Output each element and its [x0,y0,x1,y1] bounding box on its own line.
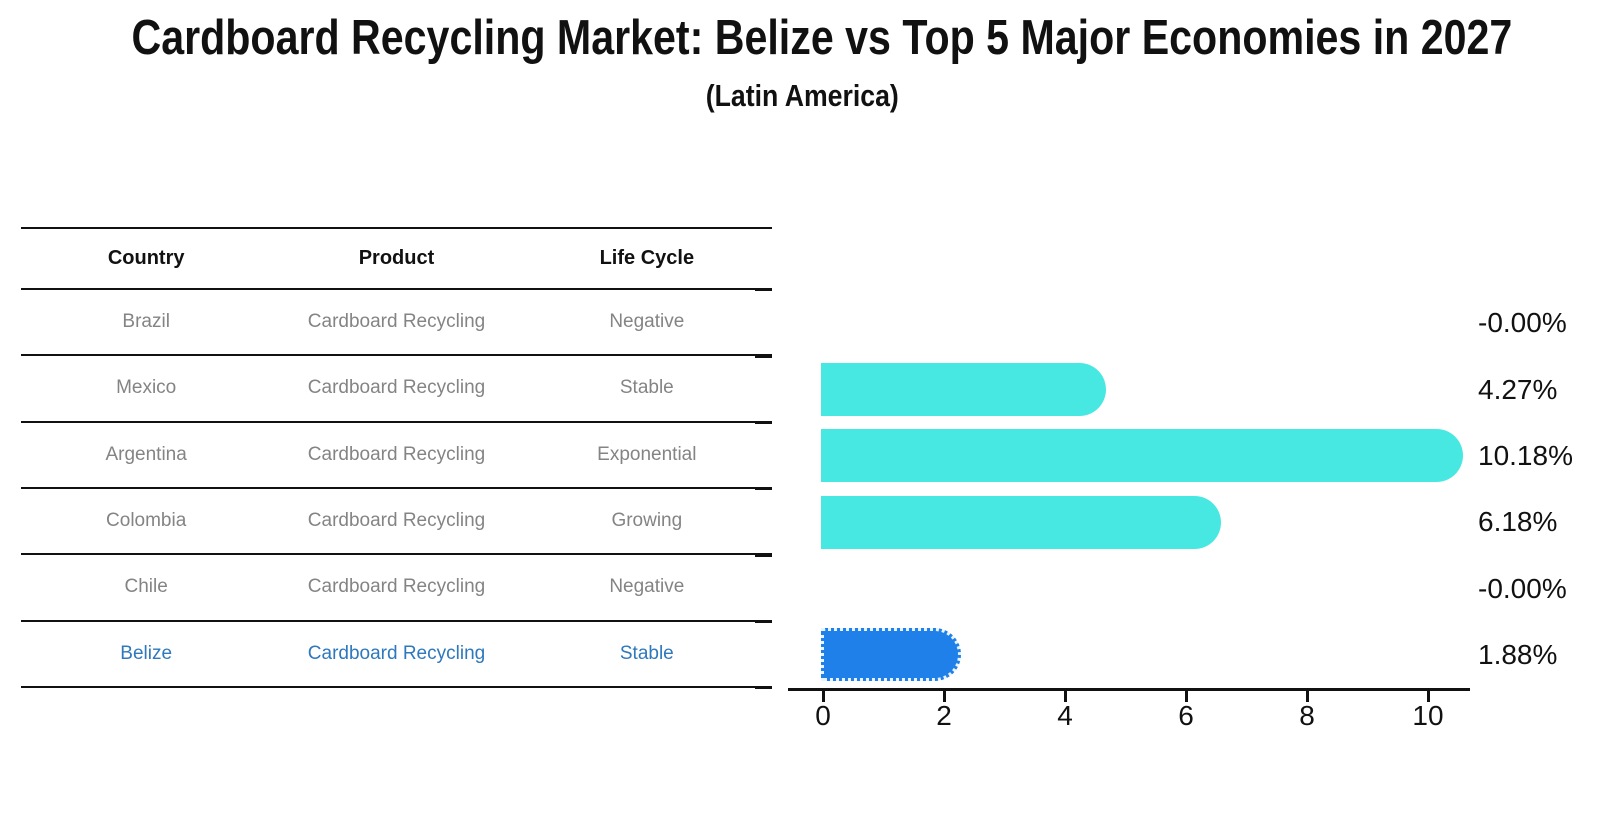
chart-title: Cardboard Recycling Market: Belize vs To… [0,10,1604,66]
table-header-product: Product [358,247,435,269]
table-row-argentina: Argentina Cardboard Recycling Exponentia… [21,423,772,489]
x-tick-label: 0 [815,700,831,731]
cell-product: Cardboard Recycling [307,443,486,465]
cell-lifecycle: Exponential [597,443,697,465]
cell-lifecycle: Stable [619,642,674,664]
cell-country: Brazil [122,311,170,333]
chart-title-text: Cardboard Recycling Market: Belize vs To… [131,11,1513,65]
table-row-chile: Chile Cardboard Recycling Negative [21,555,772,622]
bar-value-label-mexico: 4.27% [1478,373,1558,405]
x-tick-label: 4 [1057,700,1073,731]
x-axis-tick [821,691,825,702]
x-tick-label: 10 [1412,700,1444,731]
table-header-row: Country Product Life Cycle [21,227,772,290]
cell-lifecycle: Stable [619,377,674,399]
cell-country: Chile [124,576,168,598]
chart-subtitle-text: (Latin America) [705,78,899,113]
cell-country: Colombia [106,510,187,532]
y-axis-tick [755,487,772,491]
data-table: Country Product Life Cycle Brazil Cardbo… [21,227,772,688]
table-row-belize: Belize Cardboard Recycling Stable [21,622,772,688]
x-tick-label: 8 [1299,700,1315,731]
cell-lifecycle: Negative [609,576,685,598]
table-row-colombia: Colombia Cardboard Recycling Growing [21,489,772,556]
bar-belize [821,628,962,682]
y-axis-tick [755,554,772,557]
cell-product: Cardboard Recycling [307,311,486,333]
x-axis-line [788,688,1470,691]
x-axis-tick [1063,691,1067,702]
bar-value-label-brazil: -0.00% [1478,307,1567,339]
x-tick-label: 2 [936,700,952,731]
bar-argentina [821,429,1464,483]
cell-product: Cardboard Recycling [307,377,486,399]
cell-product: Cardboard Recycling [307,576,486,598]
bar-mexico [821,363,1106,416]
cell-lifecycle: Negative [609,311,685,333]
y-axis-tick [755,288,772,292]
table-header-country: Country [107,247,185,269]
cell-product: Cardboard Recycling [307,510,486,532]
y-axis-tick [755,421,772,424]
table-row-mexico: Mexico Cardboard Recycling Stable [21,356,772,423]
x-axis-tick [1305,691,1309,702]
x-axis-tick [1184,691,1188,702]
bar-value-label-argentina: 10.18% [1478,439,1573,471]
y-axis-tick [755,620,772,623]
cell-country: Belize [120,642,173,664]
table-row-brazil: Brazil Cardboard Recycling Negative [21,290,772,357]
chart-subtitle: (Latin America) [0,78,1604,114]
cell-lifecycle: Growing [611,510,683,532]
table-header-lifecycle: Life Cycle [599,247,695,269]
x-axis-tick [1426,691,1430,702]
bar-value-label-colombia: 6.18% [1478,506,1558,538]
x-axis-tick [942,691,946,702]
bar-value-label-belize: 1.88% [1478,638,1558,670]
bar-value-label-chile: -0.00% [1478,572,1567,604]
cell-country: Argentina [105,443,187,465]
bar-colombia [821,495,1222,549]
x-tick-label: 6 [1178,700,1194,731]
cell-product: Cardboard Recycling [307,642,486,664]
y-axis-tick [755,355,772,358]
cell-country: Mexico [116,377,177,399]
y-axis-tick [755,686,772,690]
